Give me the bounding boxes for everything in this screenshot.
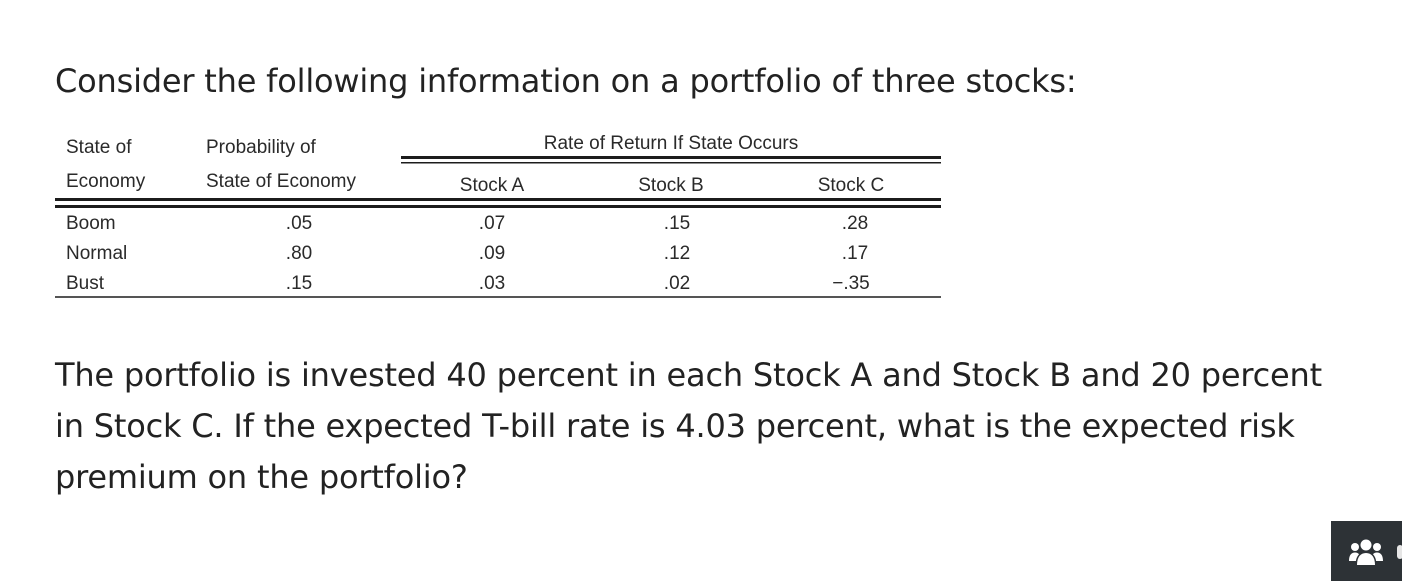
state-cell: Normal	[66, 243, 128, 264]
stock-a-cell: .07	[478, 213, 506, 234]
stock-a-header: Stock A	[459, 175, 525, 196]
returns-table: State of Economy Probability of State of…	[55, 128, 943, 306]
community-button[interactable]	[1331, 521, 1402, 581]
question-line: in Stock C. If the expected T-bill rate …	[55, 407, 1295, 445]
stock-b-header: Stock B	[638, 175, 704, 196]
stock-b-cell: .15	[663, 213, 691, 234]
probability-header-line1: Probability of	[206, 137, 316, 158]
stock-c-cell: .17	[841, 243, 869, 264]
state-header-line2: Economy	[66, 171, 146, 192]
stock-b-cell: .12	[663, 243, 691, 264]
table-bottom-rule	[55, 296, 941, 298]
probability-cell: .05	[285, 213, 313, 234]
header-rule-top	[55, 198, 941, 201]
stock-c-cell: −.35	[832, 273, 870, 294]
state-header-line1: State of	[66, 137, 132, 158]
intro-text: Consider the following information on a …	[55, 62, 1077, 100]
clipped-control-edge	[1397, 545, 1402, 559]
stock-c-header: Stock C	[817, 175, 885, 196]
probability-cell: .80	[285, 243, 313, 264]
state-cell: Boom	[66, 213, 116, 234]
group-rule-bottom	[401, 162, 941, 164]
header-rule-bottom	[55, 205, 941, 208]
probability-cell: .15	[285, 273, 313, 294]
table-rules	[55, 156, 941, 298]
question-line: The portfolio is invested 40 percent in …	[55, 356, 1322, 394]
group-rule-top	[401, 156, 941, 159]
stock-b-cell: .02	[663, 273, 691, 294]
probability-header-line2: State of Economy	[206, 171, 356, 192]
state-cell: Bust	[66, 273, 105, 294]
users-icon	[1349, 539, 1383, 565]
group-header: Rate of Return If State Occurs	[543, 133, 799, 154]
stock-c-cell: .28	[841, 213, 869, 234]
stock-a-cell: .09	[478, 243, 506, 264]
question-line: premium on the portfolio?	[55, 458, 468, 496]
question-text: The portfolio is invested 40 percent in …	[55, 350, 1335, 503]
stock-a-cell: .03	[478, 273, 506, 294]
